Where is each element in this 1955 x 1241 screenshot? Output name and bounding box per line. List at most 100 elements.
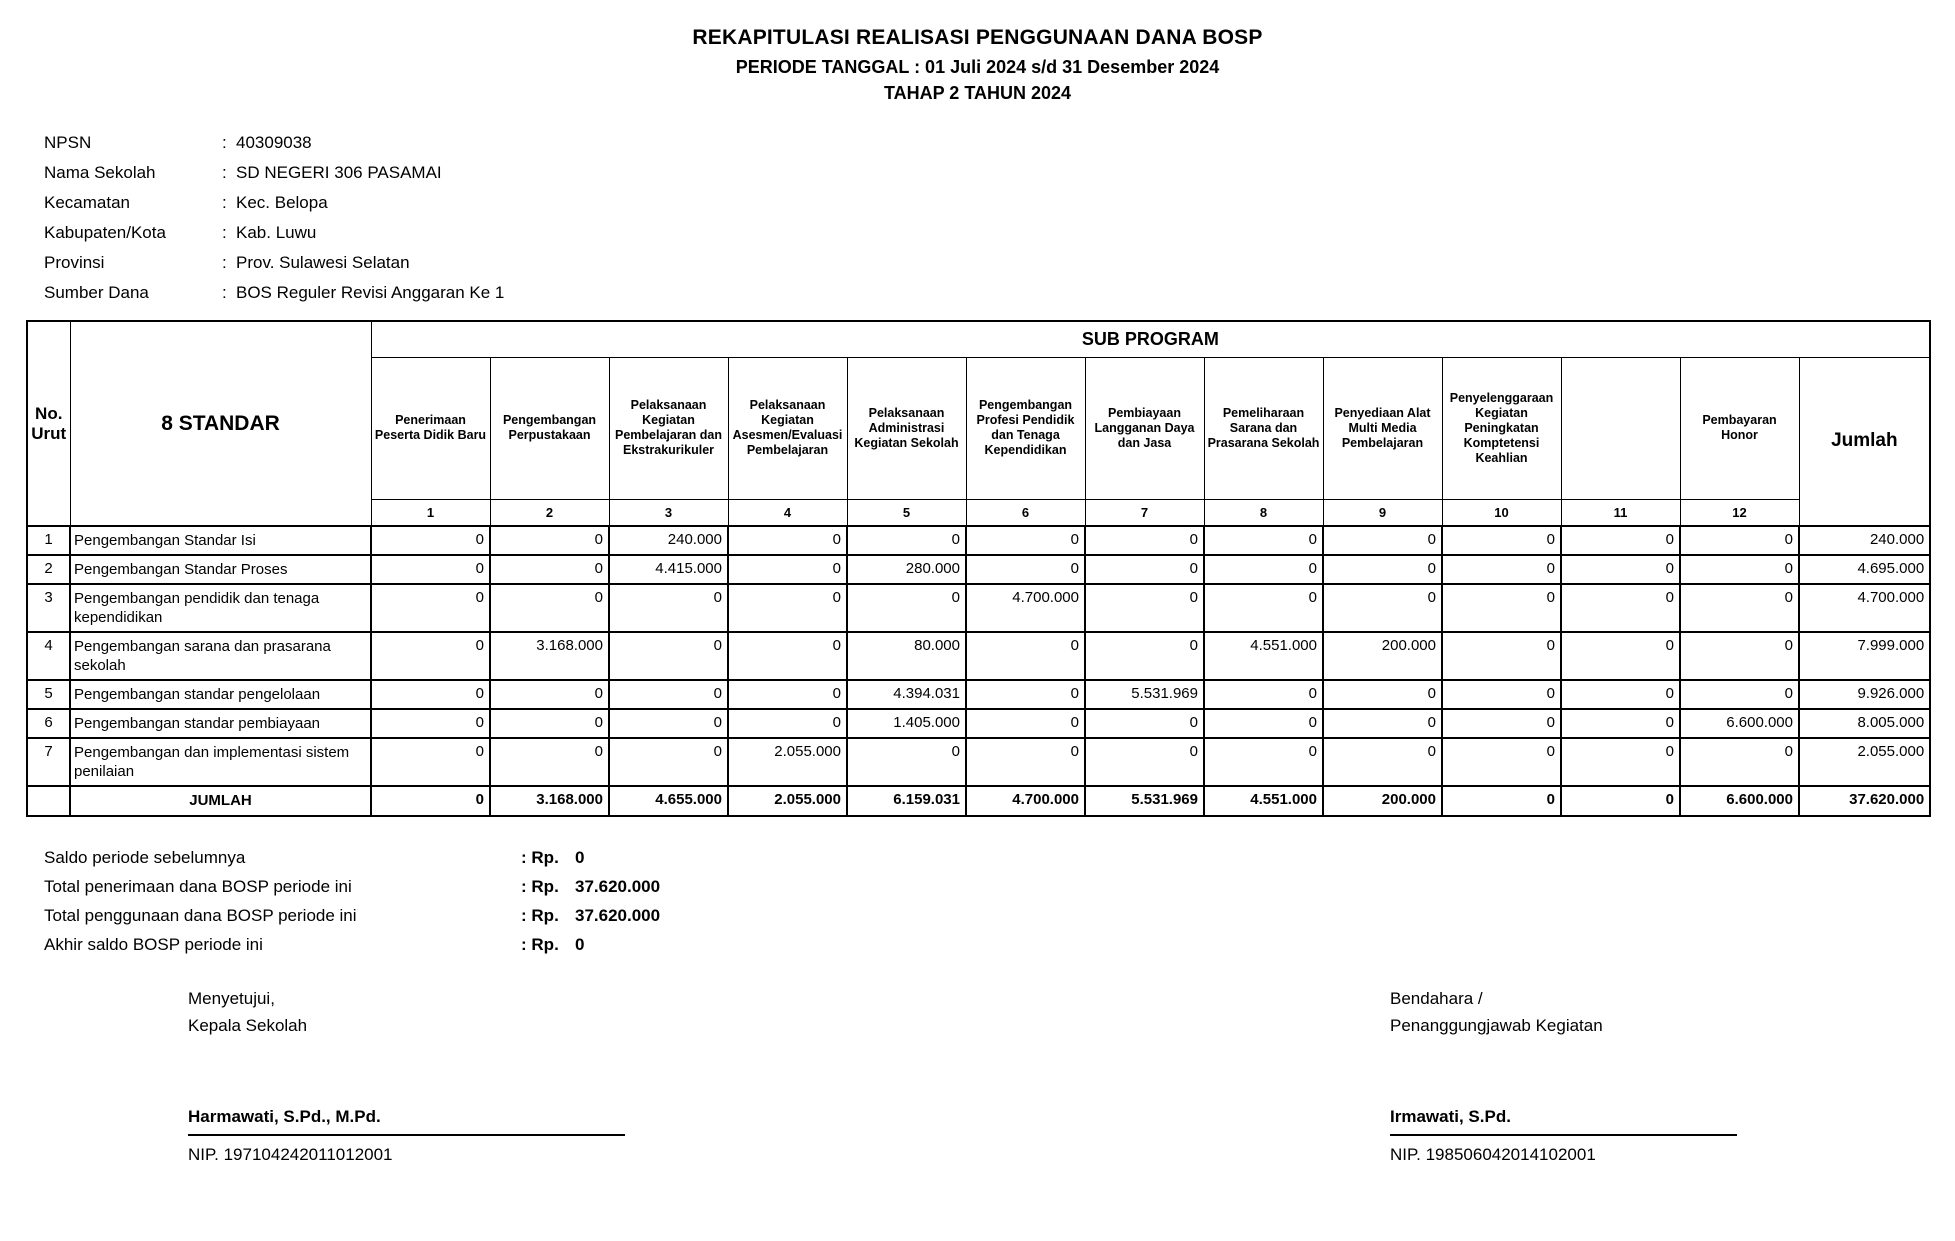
sub-col-header-2: Pengembangan Perpustakaan [489, 356, 610, 500]
sub-col-header-7: Pembiayaan Langganan Daya dan Jasa [1084, 356, 1205, 500]
row-jumlah-cell: 2.055.000 [1797, 737, 1932, 787]
info-value: 40309038 [236, 133, 312, 152]
value-cell: 200.000 [1322, 631, 1443, 681]
value-cell: 0 [370, 525, 491, 556]
header-row-subprogram: No. Urut 8 STANDAR SUB PROGRAM [26, 320, 1931, 527]
summary-colon: : [521, 847, 527, 867]
standar-cell: Pengembangan pendidik dan tenaga kependi… [69, 583, 372, 633]
value-cell: 0 [1322, 554, 1443, 585]
value-cell: 0 [1560, 631, 1681, 681]
row-jumlah-cell: 4.695.000 [1797, 554, 1932, 585]
value-cell: 0 [1560, 737, 1681, 787]
signature-right-line [1390, 1134, 1737, 1136]
sub-col-header-6: Pengembangan Profesi Pendidik dan Tenaga… [965, 356, 1086, 500]
row-jumlah-cell: 9.926.000 [1797, 679, 1932, 710]
value-cell: 0 [370, 554, 491, 585]
value-cell: 0 [1084, 554, 1205, 585]
info-colon: : [222, 283, 227, 302]
total-value-cell: 4.700.000 [965, 785, 1086, 817]
sub-col-number-10: 10 [1441, 498, 1562, 527]
sub-col-number-2: 2 [489, 498, 610, 527]
value-cell: 0 [1560, 708, 1681, 739]
summary-label: Akhir saldo BOSP periode ini [44, 934, 263, 954]
value-cell: 0 [965, 708, 1086, 739]
sub-col-number-8: 8 [1203, 498, 1324, 527]
value-cell: 0 [1441, 525, 1562, 556]
value-cell: 0 [1084, 525, 1205, 556]
value-cell: 0 [1560, 583, 1681, 633]
sub-col-header-12: Pembayaran Honor [1679, 356, 1800, 500]
value-cell: 0 [608, 737, 729, 787]
col-header-8-standar: 8 STANDAR [69, 320, 372, 527]
value-cell: 0 [965, 679, 1086, 710]
total-value-cell: 4.655.000 [608, 785, 729, 817]
total-empty-cell [26, 785, 71, 817]
table-row: 5 Pengembangan standar pengelolaan 0 0 0 0 4.3… [26, 679, 1932, 710]
summary-currency: : Rp. [521, 877, 575, 897]
sub-col-header-9: Penyediaan Alat Multi Media Pembelajaran [1322, 356, 1443, 500]
signature-left-role-2: Kepala Sekolah [188, 1016, 308, 1035]
standar-cell: Pengembangan Standar Isi [69, 525, 372, 556]
standar-cell: Pengembangan standar pembiayaan [69, 708, 372, 739]
info-colon: : [222, 253, 227, 272]
value-cell: 0 [965, 737, 1086, 787]
table-total-row: JUMLAH 0 3.168.000 4.655.000 2.055.000 6.159.… [26, 785, 1932, 817]
value-cell: 0 [1084, 737, 1205, 787]
info-label: Nama Sekolah [44, 163, 156, 182]
period-subtitle: PERIODE TANGGAL : 01 Juli 2024 s/d 31 De… [735, 57, 1220, 77]
table-row: 6 Pengembangan standar pembiayaan 0 0 0 0 1.40… [26, 708, 1932, 739]
value-cell: 0 [846, 525, 967, 556]
table-header: No. Urut 8 STANDAR SUB PROGRAM Penerimaa… [26, 320, 1931, 527]
value-cell: 0 [727, 708, 848, 739]
summary-row: Total penerimaan dana BOSP periode ini: … [44, 872, 1955, 901]
info-value: Prov. Sulawesi Selatan [236, 253, 410, 272]
summary-value: 37.620.000 [575, 876, 661, 896]
total-value-cell: 3.168.000 [489, 785, 610, 817]
value-cell: 0 [1084, 631, 1205, 681]
summary-label: Saldo periode sebelumnya [44, 847, 246, 867]
sub-col-number-5: 5 [846, 498, 967, 527]
info-value: BOS Reguler Revisi Anggaran Ke 1 [236, 283, 505, 302]
summary-block: Saldo periode sebelumnya: Rp. 0 Total pene… [44, 843, 1955, 959]
total-label-cell: JUMLAH [69, 785, 372, 817]
sub-col-number-11: 11 [1560, 498, 1681, 527]
signature-right-role-1: Bendahara / [1390, 989, 1483, 1008]
row-jumlah-cell: 4.700.000 [1797, 583, 1932, 633]
stage-subtitle: TAHAP 2 TAHUN 2024 [883, 83, 1072, 103]
summary-value: 0 [575, 847, 585, 867]
sub-col-header-1: Penerimaan Peserta Didik Baru [370, 356, 491, 500]
sub-col-number-1: 1 [370, 498, 491, 527]
table-row: 3 Pengembangan pendidik dan tenaga kepend… [26, 583, 1932, 633]
value-cell: 0 [1441, 708, 1562, 739]
summary-rp-text: Rp. [531, 876, 559, 896]
value-cell: 0 [1679, 679, 1800, 710]
value-cell: 0 [489, 583, 610, 633]
value-cell: 0 [727, 554, 848, 585]
row-jumlah-cell: 7.999.000 [1797, 631, 1932, 681]
summary-label: Total penggunaan dana BOSP periode ini [44, 905, 357, 925]
table-row: 1 Pengembangan Standar Isi 0 0 240.000 0 0 0 0 0 0… [26, 525, 1932, 556]
sub-col-header-8: Pemeliharaan Sarana dan Prasarana Sekola… [1203, 356, 1324, 500]
value-cell: 0 [489, 708, 610, 739]
value-cell: 0 [1679, 554, 1800, 585]
col-header-no-urut: No. Urut [26, 320, 71, 527]
signature-right-nip: NIP. 198506042014102001 [1390, 1145, 1596, 1164]
summary-colon: : [521, 905, 527, 925]
bosp-table: No. Urut 8 STANDAR SUB PROGRAM Penerimaa… [26, 320, 1932, 817]
header-row-labels: Penerimaan Peserta Didik Baru Pengembang… [27, 356, 1931, 527]
standar-cell: Pengembangan Standar Proses [69, 554, 372, 585]
total-jumlah-cell: 37.620.000 [1797, 785, 1932, 817]
value-cell: 4.700.000 [965, 583, 1086, 633]
info-label: Sumber Dana [44, 283, 149, 302]
signature-left: Menyetujui, Kepala Sekolah Harmawati, S.… [188, 985, 625, 1165]
summary-rp-text: Rp. [531, 905, 559, 925]
value-cell: 0 [1203, 525, 1324, 556]
value-cell: 0 [1441, 554, 1562, 585]
info-label: NPSN [44, 133, 92, 152]
value-cell: 0 [727, 679, 848, 710]
value-cell: 0 [489, 554, 610, 585]
value-cell: 0 [370, 679, 491, 710]
signature-left-nip: NIP. 197104242011012001 [188, 1145, 393, 1164]
row-jumlah-cell: 240.000 [1797, 525, 1932, 556]
